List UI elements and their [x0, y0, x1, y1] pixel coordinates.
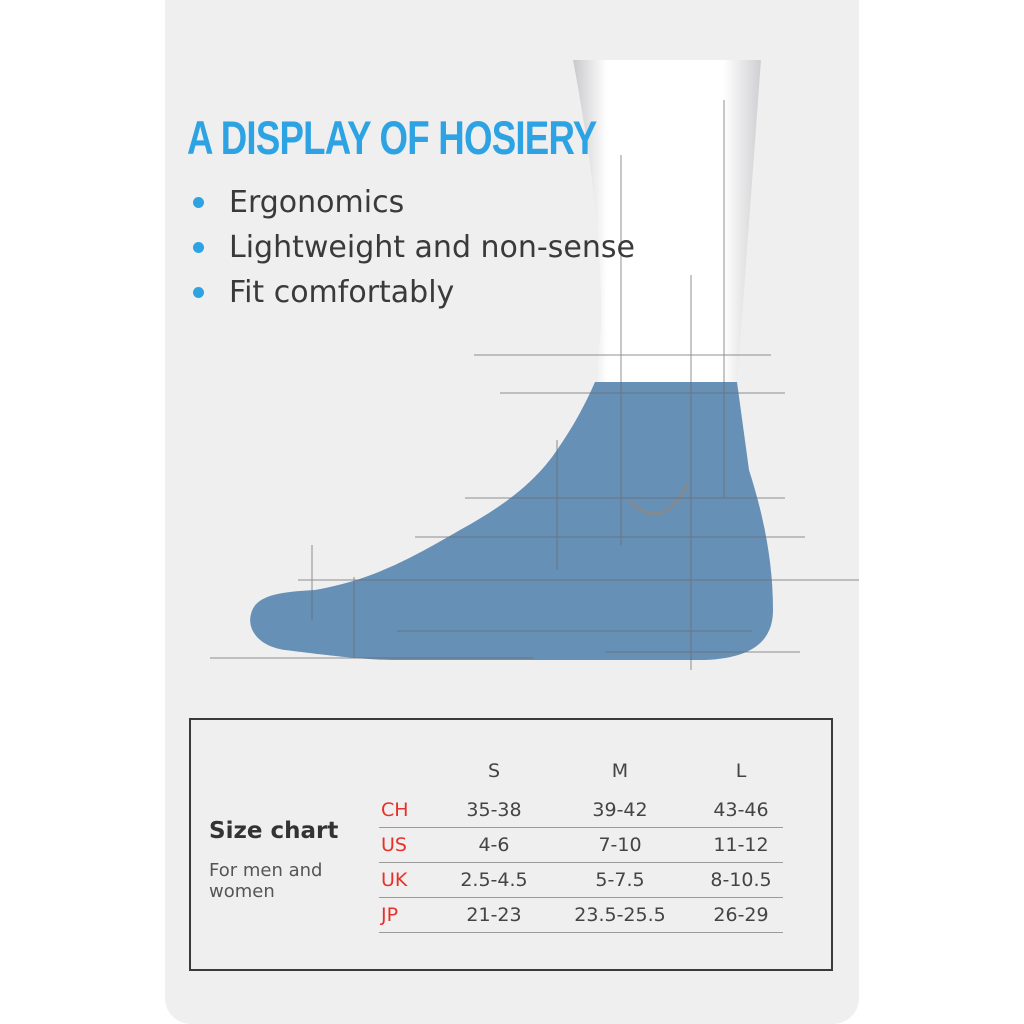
size-cell: 4-6	[478, 834, 510, 856]
product-card: A DISPLAY OF HOSIERY Ergonomics Lightwei…	[165, 0, 859, 1024]
measurement-lines	[210, 100, 859, 670]
size-cell: 2.5-4.5	[460, 869, 528, 891]
size-row-ch: CH 35-38 39-42 43-46	[379, 792, 783, 828]
row-label: US	[381, 834, 407, 856]
size-cell: 39-42	[592, 799, 648, 821]
size-chart-title: Size chart	[209, 818, 339, 844]
row-label: UK	[381, 869, 408, 891]
row-label: CH	[381, 799, 409, 821]
column-header-l: L	[735, 760, 747, 782]
row-label: JP	[381, 904, 399, 926]
size-chart-box: Size chart For men and women S M L CH 35…	[189, 718, 833, 971]
size-row-jp: JP 21-23 23.5-25.5 26-29	[379, 897, 783, 933]
size-cell: 8-10.5	[710, 869, 772, 891]
sock-swoosh	[628, 483, 689, 516]
size-cell: 5-7.5	[595, 869, 645, 891]
sock-foot	[250, 382, 773, 660]
size-row-uk: UK 2.5-4.5 5-7.5 8-10.5	[379, 862, 783, 898]
size-cell: 35-38	[466, 799, 522, 821]
bullet-dot-icon	[193, 197, 204, 208]
size-cell: 23.5-25.5	[574, 904, 666, 926]
feature-text: Fit comfortably	[229, 275, 455, 310]
sock-illustration	[210, 60, 859, 670]
bullet-dot-icon	[193, 242, 204, 253]
headline: A DISPLAY OF HOSIERY	[187, 111, 597, 164]
size-cell: 26-29	[713, 904, 769, 926]
size-cell: 21-23	[466, 904, 522, 926]
sock-cuff	[573, 60, 761, 385]
feature-text: Ergonomics	[229, 185, 405, 220]
size-cell: 43-46	[713, 799, 769, 821]
size-row-us: US 4-6 7-10 11-12	[379, 827, 783, 863]
column-header-s: S	[487, 760, 501, 782]
bullet-dot-icon	[193, 287, 204, 298]
size-cell: 7-10	[598, 834, 642, 856]
feature-text: Lightweight and non-sense	[229, 230, 635, 265]
size-cell: 11-12	[713, 834, 769, 856]
size-chart-subtitle: For men and women	[209, 860, 323, 902]
column-header-m: M	[611, 760, 629, 782]
